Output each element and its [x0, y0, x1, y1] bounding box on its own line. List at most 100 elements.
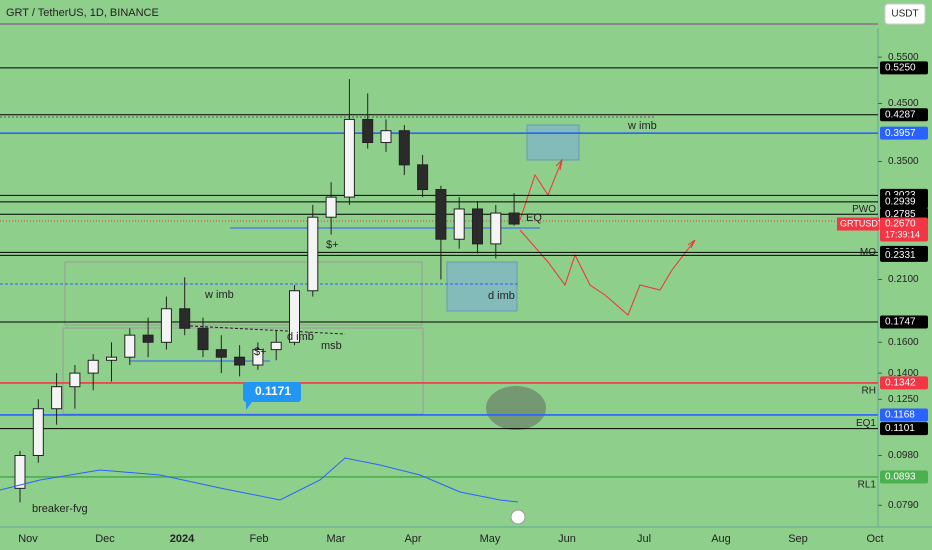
x-tick-label: Mar [327, 533, 346, 545]
y-tick-label: 0.0980 [888, 450, 919, 461]
y-tick-label: 0.2100 [888, 274, 919, 285]
level-label: 0.3957 [885, 128, 916, 139]
candle-body [234, 356, 246, 366]
annotation: w imb [627, 120, 657, 132]
candle-body [472, 208, 483, 245]
candle-body [69, 372, 81, 388]
projection-down [519, 229, 696, 316]
volume-ma [0, 457, 519, 503]
level-label: 0.2331 [885, 250, 916, 261]
level-label-box [880, 108, 928, 122]
candle-body [307, 216, 319, 292]
level-tag: MO [860, 247, 876, 258]
level-label-box [880, 126, 928, 140]
x-tick-label: Dec [95, 533, 115, 545]
zone-outline [64, 261, 423, 326]
level-label: 0.5250 [885, 63, 916, 74]
y-tick-label: 0.0790 [888, 500, 919, 511]
x-tick-label: Aug [711, 533, 731, 545]
current-price-box [880, 217, 928, 242]
level-tag: EQ1 [856, 418, 876, 429]
level-label-box [880, 408, 928, 422]
level-label-box [880, 422, 928, 436]
candle-body [197, 327, 209, 351]
current-symbol: GRTUSDT [840, 218, 884, 228]
annotation: EQ [526, 212, 542, 224]
current-price: 0.2670 [885, 219, 916, 230]
candle-body [179, 308, 191, 329]
candle-body [343, 118, 355, 198]
level-label: 0.2785 [885, 209, 916, 220]
x-tick-label: May [480, 533, 501, 545]
annotation: d imb [287, 331, 314, 343]
y-tick-label: 0.5500 [888, 52, 919, 63]
candle-body [160, 308, 172, 343]
annotation: msb [321, 340, 342, 352]
annotation: $+ [326, 239, 339, 251]
annotation: breaker-fvg [32, 503, 88, 515]
msb-line [189, 325, 346, 335]
target-ellipse [486, 386, 546, 430]
callout-label: 0.1171 [255, 384, 291, 398]
candle-body [32, 408, 44, 456]
level-label-box [880, 61, 928, 75]
level-label: 0.2939 [885, 197, 916, 208]
candle-body [398, 130, 410, 166]
x-tick-label: Jul [637, 533, 651, 545]
level-label-box [880, 470, 928, 484]
level-tag: PWO [852, 204, 876, 215]
annotation: w imb [204, 289, 234, 301]
candle-body [14, 454, 26, 489]
level-label: 0.4287 [885, 109, 916, 120]
candle-body [124, 334, 136, 358]
chart-title: GRT / TetherUS, 1D, BINANCE [6, 7, 159, 19]
candle-body [417, 164, 429, 191]
candle-body [289, 290, 300, 343]
level-label: 0.0893 [885, 472, 916, 483]
replay-icon[interactable] [510, 509, 526, 525]
currency-button-label[interactable]: USDT [891, 9, 918, 20]
candle-body [51, 386, 63, 410]
level-label: 0.1168 [885, 410, 915, 421]
candle-body [508, 212, 520, 225]
y-tick-label: 0.1400 [888, 368, 919, 379]
imbalance-zone [526, 124, 580, 161]
candle-body [362, 118, 374, 144]
level-label-box [880, 315, 928, 329]
x-tick-label: Apr [404, 533, 421, 545]
y-tick-label: 0.3500 [888, 156, 919, 167]
current-symbol-box [837, 217, 879, 231]
level-tag: RL1 [858, 480, 877, 491]
currency-button[interactable] [884, 3, 926, 25]
countdown: 17:39:14 [885, 229, 920, 239]
candle-body [380, 130, 392, 144]
candle-body [106, 356, 117, 361]
level-label: 0.1747 [885, 317, 916, 328]
levels: 0.52500.42870.39570.30230.29390.2785PWO0… [0, 61, 928, 491]
candle-body [435, 189, 447, 240]
candle-body [87, 359, 99, 374]
level-label-box [880, 248, 928, 262]
level-label-box [880, 376, 928, 390]
x-tick-label: Jun [558, 533, 576, 545]
candle-body [453, 208, 465, 240]
y-tick-label: 0.1250 [888, 394, 919, 405]
zone-outline [62, 327, 424, 415]
x-tick-label: Oct [866, 533, 883, 545]
projection-up [519, 158, 563, 221]
level-label: 0.1101 [885, 423, 915, 434]
x-tick-label: 2024 [170, 533, 195, 545]
callout [243, 382, 301, 410]
candle-body [215, 349, 227, 358]
candles [14, 79, 520, 503]
level-tag: RH [862, 386, 876, 397]
axes: 0.5500 0.4500 0.3500 0.2100 0.1600 0.1400 0.12… [18, 52, 919, 545]
y-tick-label: 0.1600 [888, 337, 919, 348]
x-tick-label: Feb [250, 533, 269, 545]
x-tick-label: Sep [788, 533, 808, 545]
candle-body [325, 196, 337, 218]
y-tick-label: 0.4500 [888, 98, 919, 109]
x-tick-label: Nov [18, 533, 38, 545]
level-label-box [880, 195, 928, 209]
